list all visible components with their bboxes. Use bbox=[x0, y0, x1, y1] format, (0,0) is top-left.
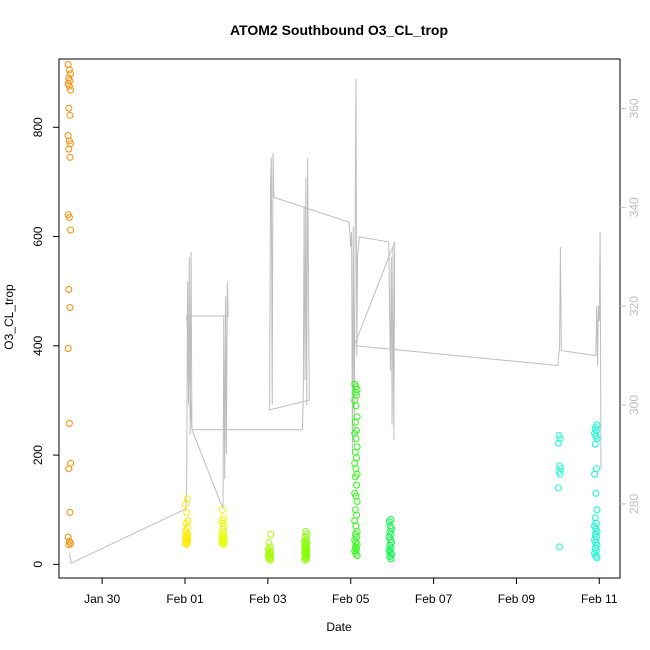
y2-tick-label: 320 bbox=[627, 296, 641, 316]
data-point bbox=[593, 506, 601, 514]
data-point bbox=[67, 540, 75, 548]
data-point bbox=[67, 226, 75, 234]
data-point bbox=[266, 543, 274, 551]
x-tick-label: Feb 05 bbox=[332, 592, 370, 606]
y-tick-label: 200 bbox=[31, 445, 45, 465]
data-point bbox=[66, 304, 74, 312]
data-point bbox=[351, 448, 359, 456]
data-point bbox=[351, 473, 359, 481]
x-axis-label: Date bbox=[326, 620, 352, 634]
data-point bbox=[351, 506, 359, 514]
data-point bbox=[65, 66, 73, 74]
data-point bbox=[591, 514, 599, 522]
x-axis: Jan 30 Feb 01 Feb 03 Feb 05 Feb 07 Feb 09 Feb … bbox=[84, 578, 618, 606]
data-point bbox=[353, 498, 361, 505]
data-point bbox=[351, 517, 359, 525]
data-point bbox=[555, 431, 563, 439]
data-point bbox=[183, 541, 191, 549]
data-point bbox=[556, 543, 564, 551]
y2-tick-label: 340 bbox=[627, 197, 641, 217]
data-point bbox=[554, 484, 562, 492]
data-point bbox=[182, 540, 189, 548]
data-point bbox=[65, 104, 73, 112]
data-point bbox=[352, 465, 360, 473]
data-point bbox=[353, 541, 361, 549]
data-point bbox=[66, 111, 74, 119]
data-point bbox=[592, 552, 600, 560]
data-point bbox=[593, 554, 601, 562]
y-tick-label: 600 bbox=[31, 226, 45, 246]
data-point bbox=[591, 440, 599, 448]
data-point bbox=[267, 530, 275, 538]
data-point bbox=[220, 528, 228, 536]
y-tick-label: 0 bbox=[31, 561, 45, 568]
data-point bbox=[387, 544, 395, 552]
data-point bbox=[66, 153, 74, 161]
data-point bbox=[591, 470, 599, 478]
data-point bbox=[556, 470, 564, 478]
data-point bbox=[183, 508, 191, 516]
data-point bbox=[67, 70, 75, 78]
data-point bbox=[388, 551, 396, 558]
y2-tick-label: 300 bbox=[627, 395, 641, 415]
x-tick-label: Feb 09 bbox=[498, 592, 536, 606]
data-point bbox=[302, 556, 310, 564]
data-point bbox=[265, 555, 273, 563]
data-point bbox=[301, 555, 309, 563]
data-point bbox=[353, 481, 360, 489]
data-point bbox=[64, 533, 72, 541]
x-tick-label: Feb 07 bbox=[415, 592, 453, 606]
data-point bbox=[353, 552, 361, 560]
data-point bbox=[65, 213, 73, 221]
data-point bbox=[387, 516, 395, 523]
data-point bbox=[64, 345, 72, 352]
y-tick-label: 800 bbox=[31, 117, 45, 137]
data-point bbox=[554, 439, 562, 447]
data-point bbox=[352, 435, 360, 443]
data-point bbox=[218, 506, 226, 514]
data-point bbox=[266, 556, 274, 564]
y-tick-label: 400 bbox=[31, 335, 45, 355]
data-point bbox=[182, 500, 189, 508]
data-point bbox=[65, 82, 73, 90]
plot-frame bbox=[58, 58, 621, 579]
data-point bbox=[352, 522, 360, 530]
data-point bbox=[592, 489, 600, 497]
data-point bbox=[265, 539, 273, 546]
data-point bbox=[351, 418, 359, 426]
points-layer bbox=[64, 61, 601, 564]
data-point bbox=[65, 465, 73, 473]
chart-title: ATOM2 Southbound O3_CL_trop bbox=[230, 22, 448, 38]
x-tick-label: Jan 30 bbox=[84, 592, 120, 606]
x-tick-label: Feb 11 bbox=[581, 592, 618, 606]
y-axis-right: 280 300 320 340 360 bbox=[620, 98, 641, 514]
y2-tick-label: 280 bbox=[627, 494, 641, 514]
data-point bbox=[387, 555, 395, 563]
data-point bbox=[220, 541, 228, 549]
data-point bbox=[65, 145, 73, 153]
data-point bbox=[65, 541, 73, 549]
y2-tick-label: 360 bbox=[627, 98, 641, 118]
data-point bbox=[218, 536, 226, 544]
x-tick-label: Feb 01 bbox=[166, 592, 204, 606]
y-axis: 0 200 400 600 800 bbox=[31, 117, 59, 568]
data-point bbox=[65, 419, 73, 427]
data-point bbox=[182, 519, 190, 527]
series-line bbox=[68, 78, 602, 564]
line-layer bbox=[68, 78, 602, 564]
data-point bbox=[65, 286, 73, 293]
data-point bbox=[352, 402, 360, 410]
data-point bbox=[556, 435, 564, 443]
data-point bbox=[385, 518, 393, 526]
x-tick-label: Feb 03 bbox=[249, 592, 287, 606]
data-point bbox=[353, 545, 360, 553]
data-point bbox=[218, 540, 226, 548]
y-axis-label: O3_CL_trop bbox=[2, 284, 16, 350]
data-point bbox=[264, 552, 272, 560]
data-point bbox=[66, 508, 74, 516]
data-point bbox=[67, 86, 75, 94]
